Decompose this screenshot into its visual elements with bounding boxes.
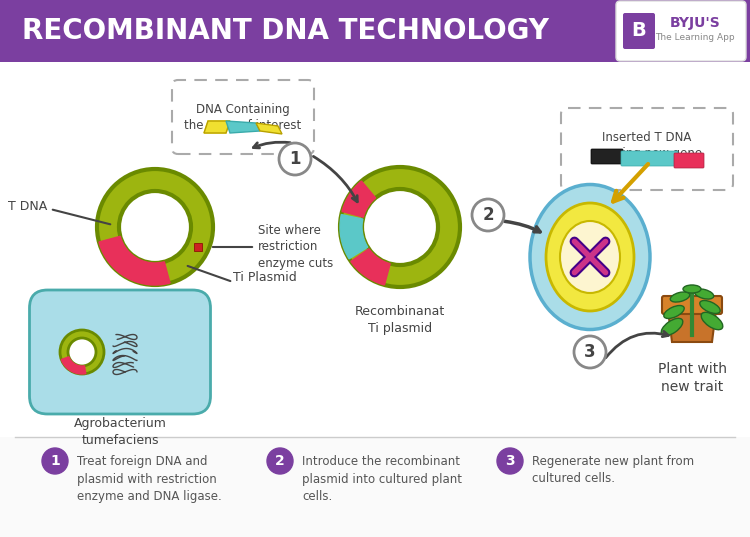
Ellipse shape [664, 306, 684, 318]
Ellipse shape [701, 313, 723, 330]
Ellipse shape [135, 223, 175, 251]
Polygon shape [256, 123, 282, 134]
Text: Agrobacterium
tumefaciens: Agrobacterium tumefaciens [74, 417, 166, 447]
Polygon shape [342, 181, 376, 217]
Circle shape [119, 191, 191, 263]
Circle shape [472, 199, 504, 231]
Polygon shape [62, 357, 86, 374]
Text: DNA Containing
the gene of interest: DNA Containing the gene of interest [184, 103, 302, 133]
Ellipse shape [670, 292, 690, 302]
FancyBboxPatch shape [674, 153, 704, 168]
Circle shape [97, 169, 213, 285]
Text: The Learning App: The Learning App [656, 33, 735, 41]
Text: Recombinanat
Ti plasmid: Recombinanat Ti plasmid [355, 305, 446, 335]
Circle shape [574, 336, 606, 368]
Text: B: B [632, 21, 646, 40]
FancyBboxPatch shape [0, 0, 750, 62]
Circle shape [362, 189, 438, 265]
Text: Plant with
new trait: Plant with new trait [658, 362, 727, 394]
Text: 3: 3 [506, 454, 515, 468]
Text: Treat foreign DNA and
plasmid with restriction
enzyme and DNA ligase.: Treat foreign DNA and plasmid with restr… [77, 455, 222, 503]
Text: 3: 3 [584, 343, 596, 361]
Text: BYJU'S: BYJU'S [670, 16, 720, 30]
FancyBboxPatch shape [172, 80, 314, 154]
Ellipse shape [560, 221, 620, 293]
Text: Regenerate new plant from
cultured cells.: Regenerate new plant from cultured cells… [532, 455, 694, 485]
Text: 2: 2 [482, 206, 494, 224]
Text: 1: 1 [290, 150, 301, 168]
FancyBboxPatch shape [591, 149, 623, 164]
Ellipse shape [700, 301, 720, 314]
Bar [194, 243, 202, 251]
Text: T DNA: T DNA [8, 200, 47, 214]
Text: Inserted T DNA
carrying new gene: Inserted T DNA carrying new gene [592, 131, 702, 161]
Circle shape [60, 330, 104, 374]
FancyBboxPatch shape [0, 0, 750, 62]
Ellipse shape [683, 285, 701, 293]
Text: RECOMBINANT DNA TECHNOLOGY: RECOMBINANT DNA TECHNOLOGY [22, 17, 549, 45]
Polygon shape [340, 214, 368, 259]
FancyBboxPatch shape [561, 108, 733, 190]
Polygon shape [204, 121, 230, 133]
FancyBboxPatch shape [621, 151, 678, 166]
Ellipse shape [530, 185, 650, 330]
Text: 2: 2 [275, 454, 285, 468]
Text: Site where
restriction
enzyme cuts: Site where restriction enzyme cuts [258, 223, 333, 271]
Polygon shape [667, 302, 717, 342]
Text: 1: 1 [50, 454, 60, 468]
FancyBboxPatch shape [616, 1, 746, 61]
Circle shape [497, 448, 523, 474]
FancyBboxPatch shape [0, 437, 750, 537]
Circle shape [340, 167, 460, 287]
Ellipse shape [546, 203, 634, 311]
FancyBboxPatch shape [623, 13, 655, 49]
FancyBboxPatch shape [29, 290, 211, 414]
Polygon shape [351, 249, 390, 285]
Circle shape [279, 143, 311, 175]
Ellipse shape [377, 216, 433, 254]
Ellipse shape [694, 289, 714, 299]
Polygon shape [226, 121, 260, 133]
Circle shape [42, 448, 68, 474]
Text: Introduce the recombinant
plasmid into cultured plant
cells.: Introduce the recombinant plasmid into c… [302, 455, 462, 503]
Polygon shape [99, 236, 170, 285]
Ellipse shape [662, 318, 682, 336]
Text: Ti Plasmid: Ti Plasmid [233, 271, 297, 284]
FancyBboxPatch shape [662, 296, 722, 314]
Circle shape [68, 338, 96, 366]
Polygon shape [204, 121, 230, 133]
Circle shape [267, 448, 293, 474]
